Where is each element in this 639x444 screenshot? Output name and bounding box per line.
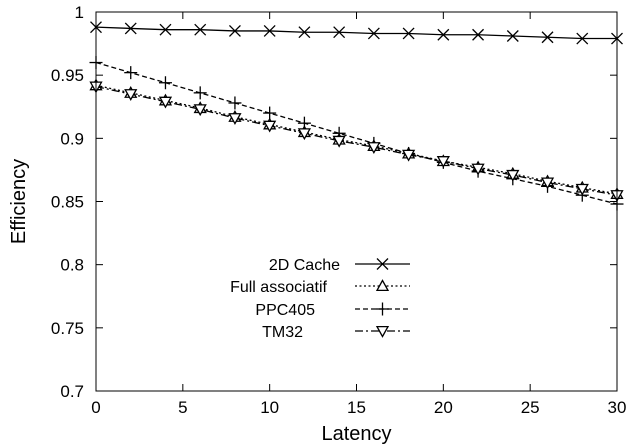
data-point-x xyxy=(437,28,450,41)
data-point-x xyxy=(263,24,276,37)
data-point-triangle-down xyxy=(228,113,242,125)
series-ppc405 xyxy=(89,56,624,211)
series-line xyxy=(95,26,617,40)
legend-label: 2D Cache xyxy=(269,257,340,274)
data-point-x xyxy=(124,22,137,35)
series-line xyxy=(95,84,618,195)
y-tick-label: 0.7 xyxy=(60,382,84,401)
legend-label: Full associatif xyxy=(230,279,327,296)
data-point-triangle-down xyxy=(540,177,555,190)
data-point-triangle-down xyxy=(506,169,520,182)
data-point-x xyxy=(576,32,589,45)
x-tick-label: 10 xyxy=(260,398,279,417)
data-point-triangle-down xyxy=(367,142,381,155)
data-point-plus xyxy=(193,86,207,100)
x-axis-title: Latency xyxy=(321,423,391,444)
series-line xyxy=(95,61,618,205)
data-point-plus xyxy=(297,116,311,130)
data-point-x xyxy=(298,26,311,39)
series-tm32 xyxy=(89,81,624,203)
axis-ticks: 0 5 10 15 20 25 30 0.7 0.75 0.8 0.85 0.9 0.95 1 xyxy=(51,3,627,417)
legend-marker-plus xyxy=(376,302,389,316)
series-layer xyxy=(89,21,624,211)
y-axis-title: Efficiency xyxy=(8,159,30,244)
y-tick-label: 0.8 xyxy=(60,256,84,275)
x-tick-label: 15 xyxy=(347,398,366,417)
data-point-x xyxy=(333,26,346,39)
data-point-triangle-down xyxy=(297,128,312,141)
data-point-plus xyxy=(124,66,138,80)
data-point-triangle-down xyxy=(158,96,173,109)
legend-label: PPC405 xyxy=(255,302,315,319)
data-point-plus xyxy=(228,96,242,110)
data-point-triangle-down xyxy=(471,163,485,176)
data-point-triangle-down xyxy=(436,156,450,168)
legend-marker-triangle-up xyxy=(375,279,390,292)
data-point-triangle-down xyxy=(263,120,277,133)
data-point-triangle-down xyxy=(332,135,346,148)
data-point-triangle-down xyxy=(401,149,416,162)
data-point-x xyxy=(472,28,485,41)
data-point-triangle-down xyxy=(575,183,589,196)
data-point-x xyxy=(228,24,241,37)
data-point-triangle-down xyxy=(124,89,138,101)
data-point-plus xyxy=(263,106,277,120)
data-point-x xyxy=(159,23,172,36)
data-point-x xyxy=(541,31,554,44)
legend-marker-x xyxy=(376,258,389,270)
data-point-plus xyxy=(158,76,172,90)
data-point-triangle-down xyxy=(193,104,207,117)
legend: 2D Cache Full associatif PPC405 TM32 xyxy=(230,257,410,341)
legend-marker-triangle-down xyxy=(375,325,390,338)
legend-label: TM32 xyxy=(262,324,303,341)
data-point-x xyxy=(402,27,415,40)
data-point-x xyxy=(367,27,380,40)
plot-frame xyxy=(95,11,618,392)
data-point-x xyxy=(506,30,519,42)
x-tick-label: 20 xyxy=(434,398,453,417)
x-tick-label: 5 xyxy=(178,398,187,417)
y-tick-label: 1 xyxy=(75,3,84,22)
x-tick-label: 30 xyxy=(608,398,627,417)
series-line xyxy=(95,85,618,196)
y-tick-label: 0.85 xyxy=(51,193,84,212)
y-tick-label: 0.9 xyxy=(60,129,84,148)
y-tick-label: 0.95 xyxy=(51,66,84,85)
y-tick-label: 0.75 xyxy=(51,319,84,338)
x-tick-label: 0 xyxy=(91,398,100,417)
data-point-x xyxy=(194,23,207,36)
x-tick-label: 25 xyxy=(521,398,540,417)
series-2d-cache xyxy=(90,21,623,45)
